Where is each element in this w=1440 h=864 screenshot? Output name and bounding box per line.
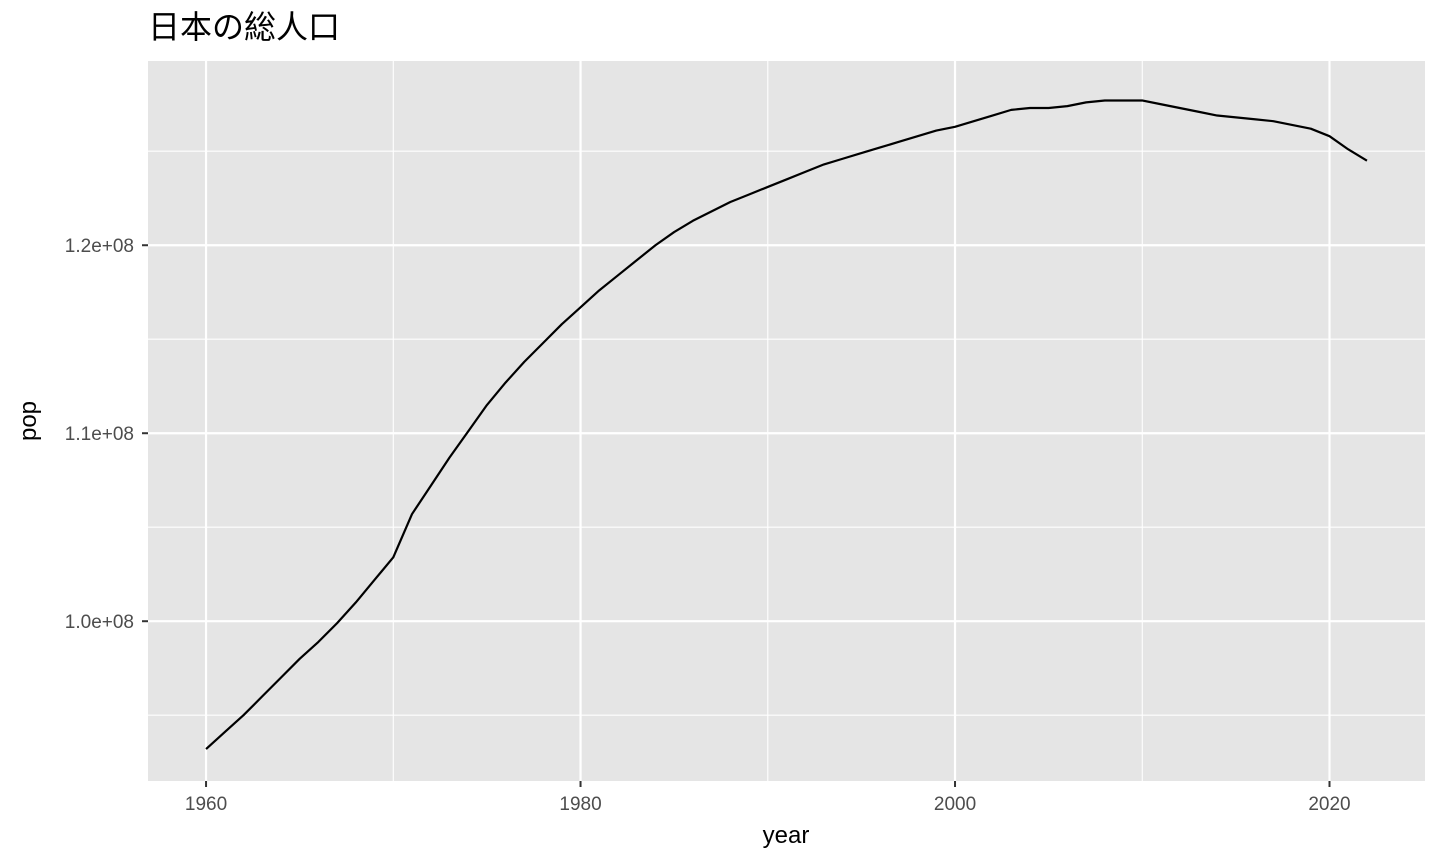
axes: 1.0e+08 1.1e+08 1.2e+08 1960 1980 2000 2020	[65, 236, 1351, 815]
x-tick-label: 1980	[559, 794, 601, 815]
x-axis-title: year	[763, 822, 810, 849]
y-tick-label: 1.2e+08	[65, 236, 134, 257]
x-tick-label: 2020	[1308, 794, 1350, 815]
y-axis-title: pop	[15, 401, 42, 441]
y-tick-label: 1.1e+08	[65, 424, 134, 445]
grid-lines	[148, 61, 1425, 781]
x-tick-label: 2000	[934, 794, 976, 815]
chart-title: 日本の総人口	[148, 8, 340, 46]
population-line	[205, 99, 1368, 750]
y-tick-label: 1.0e+08	[65, 612, 134, 633]
plot-panel	[148, 61, 1425, 781]
x-tick-label: 1960	[185, 794, 227, 815]
